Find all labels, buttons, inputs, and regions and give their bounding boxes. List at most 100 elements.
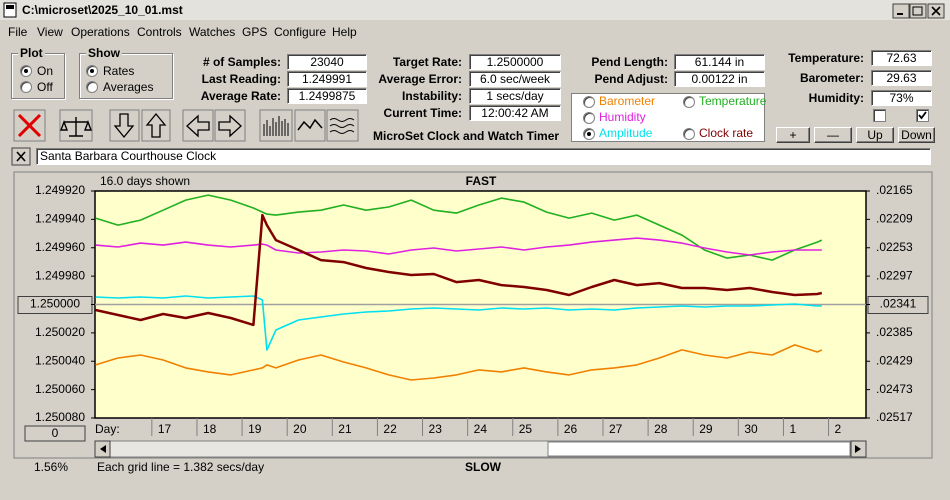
- y2-tick-label: .02165: [876, 183, 913, 197]
- field-label: Target Rate:: [392, 55, 462, 69]
- minimize-button[interactable]: [892, 3, 910, 19]
- y2-tick-label: .02297: [876, 268, 913, 282]
- legend-radio[interactable]: [583, 112, 595, 124]
- legend-radio[interactable]: [683, 96, 695, 108]
- clear-icon: [17, 113, 42, 138]
- checkbox[interactable]: [916, 109, 929, 122]
- field-value: 12:00:42 AM: [469, 105, 561, 121]
- series-line: [95, 295, 822, 351]
- plot-group-label: Plot: [18, 46, 45, 60]
- control-button[interactable]: —: [814, 127, 852, 143]
- field-value: 73%: [871, 90, 932, 106]
- bottom-label: SLOW: [465, 460, 502, 474]
- title-bar: [0, 0, 950, 20]
- radio-label: Averages: [103, 80, 154, 94]
- clock-name-field[interactable]: Santa Barbara Courthouse Clock: [36, 148, 931, 165]
- menu-item[interactable]: Operations: [71, 25, 130, 39]
- y2-tick-label: .02517: [876, 410, 913, 424]
- scroll-right-glyph: [855, 445, 861, 453]
- scroll-left-glyph: [100, 445, 106, 453]
- field-value: 1.2500000: [469, 54, 561, 70]
- control-button[interactable]: +: [776, 127, 810, 143]
- field-value: 0.00122 in: [674, 71, 765, 87]
- menu-item[interactable]: Controls: [137, 25, 182, 39]
- scroll-thumb[interactable]: [547, 441, 851, 457]
- radio-button[interactable]: [86, 81, 98, 93]
- field-label: Instability:: [401, 89, 462, 103]
- field-label: Last Reading:: [201, 72, 281, 86]
- legend-radio[interactable]: [583, 96, 595, 108]
- series-line: [95, 344, 823, 381]
- series-line: [95, 237, 822, 256]
- window-title: C:\microset\2025_10_01.mst: [22, 3, 183, 17]
- x-tick-label: 22: [383, 422, 397, 436]
- field-value: 72.63: [871, 50, 932, 66]
- menu-item[interactable]: Configure: [274, 25, 327, 39]
- x-tick-label: 19: [248, 422, 262, 436]
- maximize-button[interactable]: [909, 3, 927, 19]
- x-tick-label: 25: [519, 422, 533, 436]
- menu-item[interactable]: Help: [332, 25, 357, 39]
- y2-tick-label: .02209: [876, 212, 913, 226]
- x-tick-label: 18: [203, 422, 217, 436]
- x-tick-label: 30: [744, 422, 758, 436]
- y-tick-label: 1.249940: [35, 212, 85, 226]
- field-label: Humidity:: [808, 91, 864, 105]
- field-value: 6.0 sec/week: [469, 71, 561, 87]
- y2-tick-label: .02385: [876, 325, 913, 339]
- up-icon: [145, 112, 167, 138]
- x-tick-label: 23: [429, 422, 443, 436]
- app-icon-part: [6, 5, 14, 9]
- y2-tick-label: .02253: [876, 240, 913, 254]
- legend-label: Humidity: [599, 110, 646, 124]
- y-tick-label: 1.249980: [35, 268, 85, 282]
- field-value: 1 secs/day: [469, 88, 561, 104]
- close-glyph: [931, 6, 941, 16]
- legend-label: Temperature: [699, 94, 767, 108]
- series-line: [95, 194, 823, 261]
- y-tick-label: 1.249960: [35, 240, 85, 254]
- field-label: Pend Adjust:: [594, 72, 668, 86]
- x-tick-label: 17: [158, 422, 172, 436]
- window-buttons[interactable]: [892, 3, 945, 19]
- check-mark: [918, 111, 927, 120]
- x-tick-label: 20: [293, 422, 307, 436]
- radio-label: On: [37, 64, 54, 78]
- toolbar: [13, 109, 359, 142]
- control-button[interactable]: Up: [856, 127, 894, 143]
- legend-radio[interactable]: [683, 128, 695, 140]
- x-tick-label: 28: [654, 422, 668, 436]
- menu-item[interactable]: GPS: [242, 25, 268, 39]
- legend-radio[interactable]: [583, 128, 595, 140]
- caption: MicroSet Clock and Watch Timer: [373, 129, 560, 143]
- field-value: 23040: [287, 54, 367, 70]
- radio-button[interactable]: [20, 81, 32, 93]
- field-label: # of Samples:: [202, 55, 281, 69]
- radio-button[interactable]: [86, 65, 98, 77]
- balance-icon: [59, 117, 93, 137]
- plot-group: Plot: [11, 46, 65, 99]
- y-tick-label: 1.250060: [35, 382, 85, 396]
- menu-item[interactable]: Watches: [189, 25, 236, 39]
- top-label: FAST: [466, 174, 497, 188]
- y2-tick-label: .02473: [876, 382, 913, 396]
- field-value: 61.144 in: [674, 54, 765, 70]
- series-line: [95, 213, 823, 327]
- menu-item[interactable]: View: [37, 25, 63, 39]
- y2-tick-label: .02341: [880, 297, 917, 311]
- legend-label: Barometer: [599, 94, 656, 108]
- field-value: 29.63: [871, 70, 932, 86]
- checkbox[interactable]: [873, 109, 886, 122]
- control-button[interactable]: Down: [898, 127, 935, 143]
- field-label: Barometer:: [799, 71, 864, 85]
- x-tick-label: 21: [338, 422, 352, 436]
- show-group: Show: [79, 46, 173, 99]
- down-icon: [113, 113, 135, 139]
- radio-label: Off: [37, 80, 53, 94]
- menu-item[interactable]: File: [8, 25, 28, 39]
- wave-icon: [297, 118, 323, 131]
- offset-button[interactable]: [24, 425, 86, 442]
- offset-button-label: 0: [52, 426, 59, 440]
- radio-button[interactable]: [20, 65, 32, 77]
